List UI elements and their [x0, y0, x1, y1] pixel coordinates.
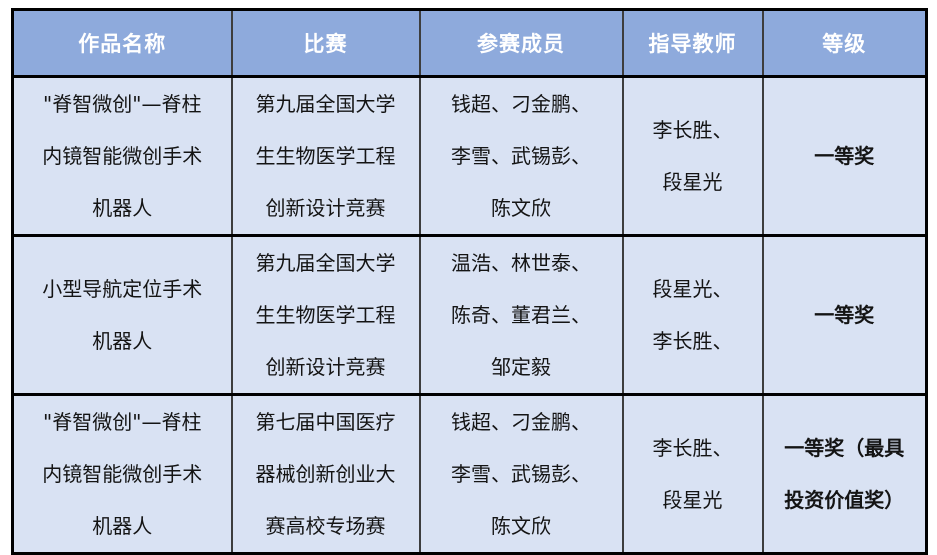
- table-row: "脊智微创"—脊柱 内镜智能微创手术 机器人 第九届全国大学 生生物医学工程 创…: [11, 75, 928, 237]
- cell-award: 一等奖: [761, 75, 928, 237]
- column-header-work: 作品名称: [11, 8, 233, 78]
- cell-advisors: 李长胜、 段星光: [621, 75, 764, 237]
- awards-table: 作品名称 比赛 参赛成员 指导教师 等级 "脊智微创"—脊柱 内镜智能微创手术 …: [11, 8, 928, 555]
- column-header-advisors: 指导教师: [621, 8, 764, 78]
- cell-work: "脊智微创"—脊柱 内镜智能微创手术 机器人: [11, 393, 233, 555]
- cell-award: 一等奖（最具 投资价值奖）: [761, 393, 928, 555]
- table-row: 小型导航定位手术 机器人 第九届全国大学 生生物医学工程 创新设计竞赛 温浩、林…: [11, 234, 928, 396]
- cell-members: 钱超、刁金鹏、 李雪、武锡彭、 陈文欣: [418, 393, 624, 555]
- header-row: 作品名称 比赛 参赛成员 指导教师 等级: [11, 8, 928, 78]
- cell-advisors: 李长胜、 段星光: [621, 393, 764, 555]
- cell-members: 温浩、林世泰、 陈奇、董君兰、 邹定毅: [418, 234, 624, 396]
- cell-advisors: 段星光、 李长胜、: [621, 234, 764, 396]
- cell-work: 小型导航定位手术 机器人: [11, 234, 233, 396]
- cell-competition: 第七届中国医疗 器械创新创业大 赛高校专场赛: [230, 393, 421, 555]
- cell-members: 钱超、刁金鹏、 李雪、武锡彭、 陈文欣: [418, 75, 624, 237]
- cell-work: "脊智微创"—脊柱 内镜智能微创手术 机器人: [11, 75, 233, 237]
- column-header-award: 等级: [761, 8, 928, 78]
- column-header-competition: 比赛: [230, 8, 421, 78]
- table-row: "脊智微创"—脊柱 内镜智能微创手术 机器人 第七届中国医疗 器械创新创业大 赛…: [11, 393, 928, 555]
- cell-competition: 第九届全国大学 生生物医学工程 创新设计竞赛: [230, 234, 421, 396]
- cell-competition: 第九届全国大学 生生物医学工程 创新设计竞赛: [230, 75, 421, 237]
- cell-award: 一等奖: [761, 234, 928, 396]
- column-header-members: 参赛成员: [418, 8, 624, 78]
